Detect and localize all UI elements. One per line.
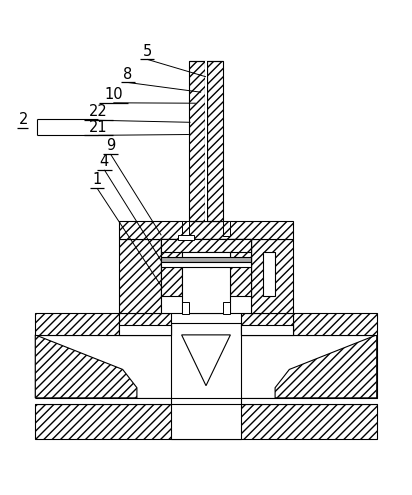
Bar — [35, 312, 119, 335]
Polygon shape — [35, 335, 137, 398]
Bar — [205, 60, 207, 221]
Bar — [251, 240, 293, 312]
Bar — [230, 240, 251, 297]
Bar — [161, 240, 251, 251]
Bar — [263, 251, 275, 297]
Bar — [207, 60, 223, 221]
Bar — [241, 312, 293, 335]
Bar — [171, 323, 241, 439]
Bar — [119, 312, 171, 335]
Bar — [223, 301, 229, 314]
Text: 5: 5 — [143, 44, 152, 58]
Bar — [189, 60, 205, 221]
Text: 9: 9 — [106, 138, 115, 153]
Bar — [35, 335, 377, 398]
Bar — [35, 398, 377, 404]
Bar — [223, 221, 230, 236]
Bar — [293, 312, 377, 335]
Bar — [35, 404, 377, 439]
Bar — [241, 325, 293, 335]
Bar — [161, 257, 251, 262]
Bar — [182, 221, 189, 236]
Text: 2: 2 — [19, 112, 28, 127]
Bar — [119, 221, 293, 240]
Polygon shape — [182, 335, 230, 386]
Text: 21: 21 — [89, 119, 108, 135]
Bar — [119, 325, 171, 335]
Text: 22: 22 — [89, 104, 108, 119]
Text: 4: 4 — [100, 154, 109, 169]
Bar — [161, 262, 251, 267]
Text: 8: 8 — [123, 67, 133, 82]
Bar — [182, 251, 230, 312]
Bar — [161, 240, 251, 312]
Text: 1: 1 — [92, 172, 102, 187]
Bar — [119, 240, 161, 312]
Text: 10: 10 — [104, 87, 123, 102]
Polygon shape — [275, 335, 377, 398]
Bar — [183, 301, 189, 314]
Bar — [161, 240, 182, 297]
Bar — [178, 235, 194, 240]
